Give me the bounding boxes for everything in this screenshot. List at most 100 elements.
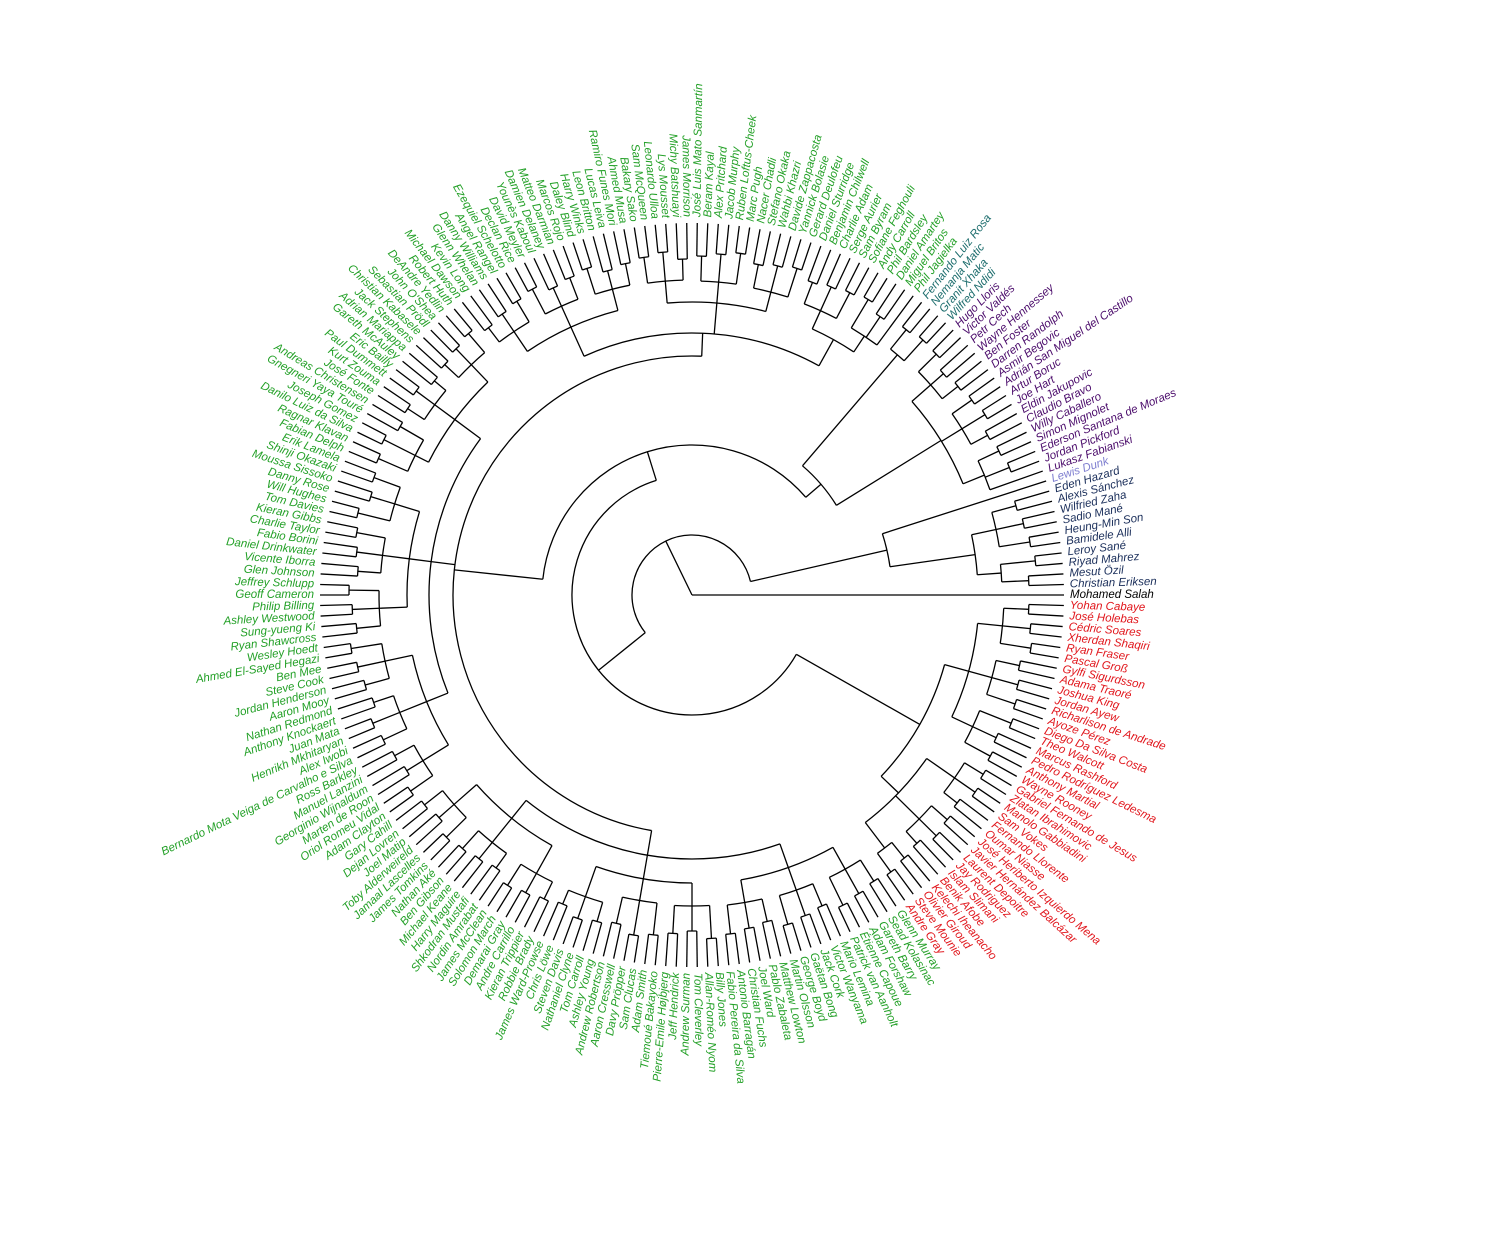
branch-segment — [1018, 669, 1055, 680]
branch-segment — [624, 263, 631, 286]
branch-arc — [782, 922, 793, 927]
branch-segment — [876, 852, 892, 873]
branch-segment — [787, 268, 798, 298]
branch-segment — [325, 531, 357, 539]
branch-segment — [633, 900, 641, 936]
branch-arc — [829, 859, 861, 878]
branch-segment — [989, 422, 1023, 441]
branch-segment — [713, 303, 718, 334]
branch-segment — [352, 441, 381, 455]
branch-segment — [366, 413, 399, 432]
branch-segment — [602, 922, 613, 957]
branch-segment — [533, 257, 550, 291]
branch-segment — [523, 262, 538, 288]
branch-segment — [361, 750, 393, 768]
branch-segment — [779, 843, 789, 868]
branch-arc — [628, 933, 639, 937]
branch-arc — [953, 798, 961, 808]
branch-segment — [912, 846, 939, 875]
leaf-label: Billy Jones — [713, 972, 729, 1028]
branch-segment — [377, 774, 410, 796]
branch-segment — [351, 643, 382, 650]
branch-segment — [389, 377, 414, 396]
branch-segment — [725, 224, 730, 255]
branch-segment — [941, 428, 963, 442]
branch-arc — [951, 623, 979, 718]
branch-segment — [901, 301, 923, 328]
branch-segment — [979, 709, 1012, 724]
branch-segment — [433, 380, 447, 391]
branch-segment — [514, 894, 531, 923]
branch-arc — [838, 902, 848, 908]
branch-segment — [495, 852, 508, 869]
branch-segment — [974, 386, 1001, 405]
branch-segment — [341, 470, 373, 483]
branch-segment — [752, 264, 759, 289]
branch-segment — [402, 808, 428, 830]
branch-arc — [413, 744, 434, 777]
branch-segment — [643, 257, 649, 284]
branch-segment — [569, 277, 579, 300]
branch-segment — [939, 337, 962, 359]
branch-segment — [372, 711, 400, 724]
branch-arc — [667, 932, 678, 935]
branch-arc — [491, 864, 501, 872]
branch-segment — [394, 744, 415, 757]
branch-segment — [926, 322, 947, 344]
leaf-label: Tom Cleverley — [691, 973, 704, 1047]
branch-arc — [902, 326, 911, 334]
branch-segment — [552, 905, 568, 941]
branch-segment — [971, 795, 995, 813]
branch-segment — [1013, 707, 1043, 720]
branch-segment — [875, 283, 897, 315]
branch-segment — [977, 572, 1002, 576]
branch-segment — [850, 299, 869, 329]
branch-segment — [1003, 607, 1029, 610]
leaf-label: Ashley Westwood — [222, 610, 315, 627]
branch-segment — [761, 898, 768, 922]
branch-segment — [951, 716, 973, 728]
branch-segment — [383, 439, 416, 457]
branch-segment — [971, 528, 997, 536]
branch-segment — [939, 831, 962, 853]
branch-segment — [445, 817, 467, 838]
branch-arc — [875, 313, 885, 320]
branch-arc — [423, 390, 447, 420]
branch-segment — [981, 394, 1007, 412]
branch-segment — [352, 734, 382, 749]
branch-segment — [496, 887, 513, 913]
branch-arc — [1028, 537, 1032, 547]
branch-segment — [501, 313, 515, 332]
branch-segment — [734, 933, 740, 965]
branch-segment — [334, 689, 367, 700]
branch-segment — [1016, 688, 1050, 700]
branch-segment — [905, 831, 918, 844]
branch-segment — [407, 408, 425, 421]
branch-arc — [595, 284, 630, 295]
branch-segment — [478, 870, 501, 901]
branch-segment — [837, 907, 851, 933]
branch-segment — [811, 310, 822, 330]
branch-segment — [453, 855, 476, 882]
branch-segment — [1028, 603, 1064, 607]
branch-arc — [968, 395, 976, 405]
branch-segment — [505, 889, 523, 918]
branch-segment — [535, 845, 553, 874]
branch-segment — [506, 863, 522, 886]
branch-segment — [807, 245, 822, 281]
branch-segment — [865, 316, 881, 338]
branch-segment — [761, 922, 772, 959]
branch-segment — [931, 805, 948, 821]
branch-segment — [478, 842, 493, 860]
branch-segment — [859, 859, 875, 882]
branch-segment — [454, 419, 481, 440]
branch-arc — [583, 332, 820, 367]
branch-segment — [943, 822, 969, 846]
leaf-label: Philip Billing — [252, 600, 315, 614]
branch-segment — [321, 562, 359, 568]
branch-segment — [399, 425, 424, 441]
branch-segment — [378, 457, 408, 472]
branch-segment — [675, 933, 679, 967]
branch-segment — [882, 480, 1047, 535]
branch-segment — [533, 900, 550, 933]
